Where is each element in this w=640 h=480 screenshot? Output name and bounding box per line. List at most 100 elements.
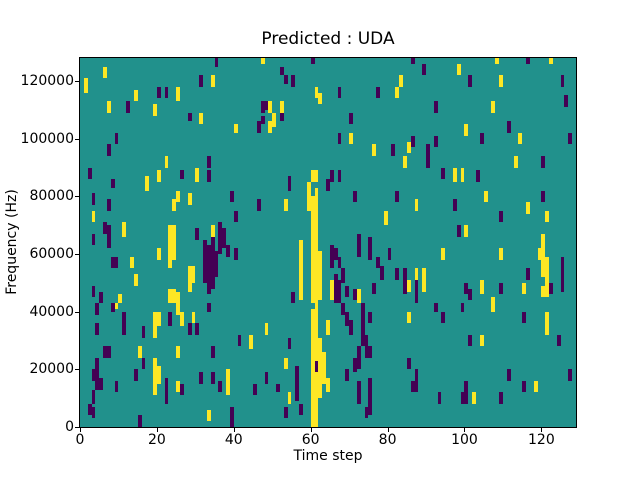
heatmap-cell [256,121,261,133]
heatmap-cell [464,225,469,237]
heatmap-cell [506,369,511,381]
heatmap-cell [287,392,292,404]
heatmap-cell [537,248,542,260]
x-tick-mark [233,428,235,432]
heatmap-cell [433,101,438,113]
heatmap-cell [153,311,157,338]
heatmap-cell [560,256,565,269]
heatmap-cell [87,167,92,180]
heatmap-cell [314,372,319,427]
heatmap-cell [210,75,215,87]
heatmap-cell [560,75,565,87]
heatmap-cell [568,132,573,145]
y-tick-mark [75,81,79,83]
heatmap-cell [364,334,369,358]
heatmap-plot [79,57,577,428]
heatmap-cell [379,265,384,280]
heatmap-cell [410,135,415,148]
heatmap-cell [249,334,254,350]
heatmap-cell [283,75,288,84]
heatmap-cell [341,303,346,315]
heatmap-cell [541,285,546,298]
heatmap-cell [452,167,457,182]
heatmap-cell [83,78,88,93]
heatmap-cell [226,369,230,396]
heatmap-cell [179,311,184,327]
heatmap-cell [156,248,161,260]
heatmap-cell [345,311,350,327]
heatmap-cell [168,311,173,327]
heatmap-cell [110,303,115,312]
heatmap-cell [153,357,157,396]
heatmap-cell [106,199,111,211]
heatmap-cell [276,383,280,393]
heatmap-cell [176,346,180,358]
heatmap-cell [491,297,496,304]
x-tick-label: 0 [75,432,85,448]
heatmap-cell [310,308,315,427]
heatmap-cell [395,268,400,280]
heatmap-cell [206,409,211,422]
heatmap-cell [356,392,361,404]
heatmap-cell [306,181,311,211]
heatmap-cell [360,303,365,315]
heatmap-cell [337,86,342,99]
x-tick-mark [541,428,543,432]
x-tick-label: 60 [301,432,320,448]
chart-title: Predicted : UDA [261,29,395,49]
heatmap-cell [176,86,180,102]
heatmap-cell [122,323,127,335]
heatmap-cell [360,320,365,347]
heatmap-cell [406,279,411,292]
heatmap-cell [468,75,473,87]
heatmap-cell [464,124,469,136]
heatmap-cell [468,288,473,301]
heatmap-cell [410,380,415,393]
heatmap-cell [283,357,288,370]
heatmap-cell [352,357,357,373]
heatmap-cell [164,86,169,99]
heatmap-cell [268,121,273,133]
y-tick-mark [75,311,79,313]
heatmap-cell [349,320,353,335]
heatmap-cell [479,132,484,145]
heatmap-cell [210,236,215,289]
heatmap-cell [156,311,161,327]
heatmap-cell [310,58,315,64]
heatmap-cell [260,58,265,64]
heatmap-cell [95,357,100,390]
heatmap-cell [310,196,315,304]
heatmap-cell [103,66,107,79]
heatmap-cell [545,311,550,335]
heatmap-cell [168,225,173,269]
heatmap-cell [499,392,503,404]
heatmap-cell [106,225,111,249]
heatmap-cell [522,311,526,324]
x-tick-label: 40 [224,432,243,448]
heatmap-cell [406,141,411,154]
heatmap-cell [114,380,119,393]
heatmap-cell [103,222,107,234]
heatmap-cell [87,403,92,416]
heatmap-cell [264,101,269,110]
heatmap-cell [95,323,100,335]
heatmap-cell [133,274,138,286]
heatmap-cell [99,377,104,390]
x-tick-mark [387,428,389,432]
heatmap-cell [91,406,96,419]
heatmap-cell [433,303,438,312]
heatmap-cell [341,268,346,283]
heatmap-cell [406,311,411,324]
x-tick-mark [80,428,81,432]
heatmap-cell [518,132,523,145]
heatmap-cell [414,380,419,393]
heatmap-cell [283,199,288,211]
heatmap-cell [541,233,546,278]
heatmap-cell [106,101,111,113]
heatmap-cell [106,346,111,358]
heatmap-cell [268,101,273,113]
heatmap-cell [172,225,177,260]
heatmap-cell [314,360,319,373]
heatmap-cell [95,303,100,315]
heatmap-cell [541,156,546,168]
